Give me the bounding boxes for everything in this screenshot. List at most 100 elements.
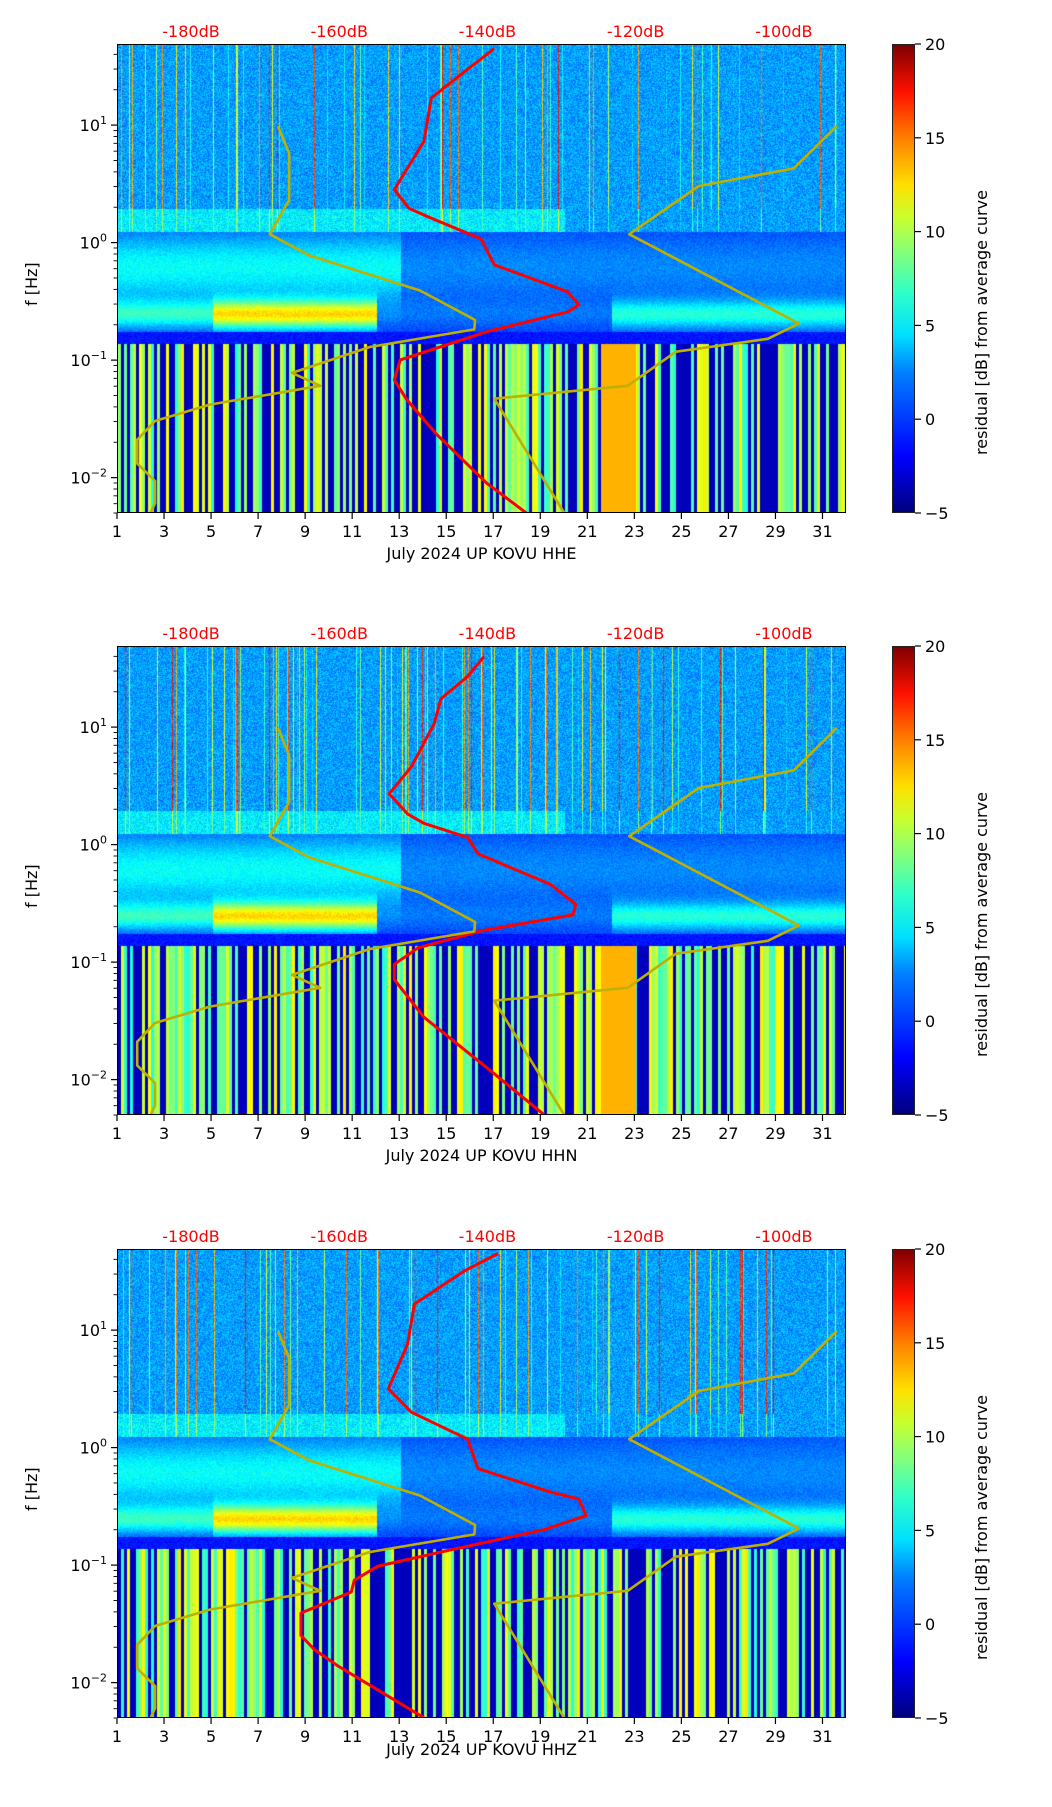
x-tick-label: 21 — [577, 1124, 597, 1143]
colorbar-tick-label: 20 — [925, 1240, 945, 1259]
x-axis-label: July 2024 UP KOVU HHE — [386, 544, 577, 563]
x-tick-label: 29 — [765, 522, 785, 541]
y-axis-label: f [Hz] — [22, 262, 41, 306]
colorbar-tick-label: 5 — [925, 918, 935, 937]
y-tick-label: 10−2 — [70, 467, 107, 488]
x-tick-label: 9 — [300, 1124, 310, 1143]
series-line-nlnm — [135, 727, 477, 1114]
x-tick-label: 11 — [342, 522, 362, 541]
x-tick-label: 31 — [812, 522, 832, 541]
x-tick-label: 23 — [624, 1124, 644, 1143]
colorbar-tick-label: 5 — [925, 316, 935, 335]
x-tick-label: 13 — [389, 1124, 409, 1143]
curves-hhz — [135, 1252, 838, 1717]
x-tick-label: 3 — [159, 522, 169, 541]
y-tick-label: 101 — [80, 114, 107, 135]
colorbar-label: residual [dB] from average curve — [972, 792, 991, 1057]
x-tick-label: 31 — [812, 1727, 832, 1746]
x-tick-label: 11 — [342, 1124, 362, 1143]
colorbar — [892, 1249, 915, 1718]
db-tick-label: -160dB — [310, 624, 367, 643]
x-tick-label: 29 — [765, 1124, 785, 1143]
colorbar-tick-label: 10 — [925, 1428, 945, 1447]
db-tick-label: -160dB — [310, 22, 367, 41]
spectrogram-image — [118, 1250, 845, 1717]
curves-hhn — [135, 655, 838, 1114]
series-line-nhnm — [492, 727, 838, 1114]
db-tick-label: -120dB — [607, 22, 664, 41]
curves-hhe — [135, 47, 838, 512]
axes-hhn: 1 3 5 7 9 11 13 15 17 19 21 23 25 27 29 3110110010−110−… — [70, 624, 949, 1143]
panel-hhn: 1 3 5 7 9 11 13 15 17 19 21 23 25 27 29 31 101 100 10−1 10−… — [0, 602, 1052, 1204]
db-tick-label: -180dB — [162, 1227, 219, 1246]
colorbar-tick-label: 0 — [925, 410, 935, 429]
y-tick-label: 10−1 — [70, 951, 107, 972]
x-tick-label: 19 — [530, 522, 550, 541]
x-tick-label: 13 — [389, 522, 409, 541]
x-tick-label: 23 — [624, 1727, 644, 1746]
colorbar — [892, 44, 915, 513]
colorbar-tick-label: −5 — [925, 1106, 949, 1125]
x-tick-label: 1 — [112, 522, 122, 541]
x-axis-label: July 2024 UP KOVU HHZ — [386, 1740, 577, 1759]
panel-hhz: 1 3 5 7 9 11 13 15 17 19 21 23 25 27 29 31 101 100 10−1 10−… — [0, 1205, 1052, 1807]
y-axis-label: f [Hz] — [22, 864, 41, 908]
x-tick-label: 17 — [483, 1727, 503, 1746]
y-tick-label: 100 — [80, 834, 107, 855]
x-tick-label: 19 — [530, 1124, 550, 1143]
series-line-nhnm — [492, 125, 838, 512]
x-tick-label: 13 — [389, 1727, 409, 1746]
x-tick-label: 17 — [483, 1124, 503, 1143]
spectrogram-hhe — [117, 44, 846, 513]
db-tick-label: -120dB — [607, 1227, 664, 1246]
x-tick-label: 7 — [253, 1727, 263, 1746]
series-line-nlnm — [135, 1330, 477, 1717]
x-tick-label: 9 — [300, 1727, 310, 1746]
x-tick-label: 1 — [112, 1124, 122, 1143]
y-tick-label: 10−2 — [70, 1672, 107, 1693]
x-tick-label: 29 — [765, 1727, 785, 1746]
series-line-psd-average — [299, 1252, 588, 1717]
x-tick-label: 7 — [253, 1124, 263, 1143]
x-tick-label: 7 — [253, 522, 263, 541]
series-line-psd-average — [387, 655, 578, 1114]
colorbar-tick-label: 20 — [925, 637, 945, 656]
x-tick-label: 3 — [159, 1727, 169, 1746]
axes-hhe: 1 3 5 7 9 11 13 15 17 19 21 23 25 27 29 3110110010−110−… — [70, 22, 949, 541]
x-tick-label: 23 — [624, 522, 644, 541]
panel-hhe: 1 3 5 7 9 11 13 15 17 19 21 23 25 27 29 31 101 100 10−1 10−… — [0, 0, 1052, 602]
colorbar-tick-label: 10 — [925, 223, 945, 242]
x-tick-label: 21 — [577, 1727, 597, 1746]
colorbar-tick-label: 5 — [925, 1521, 935, 1540]
colorbar-tick-label: 10 — [925, 825, 945, 844]
series-line-psd-average — [392, 47, 581, 512]
colorbar-tick-label: 15 — [925, 1334, 945, 1353]
x-tick-label: 15 — [436, 522, 456, 541]
x-tick-label: 5 — [206, 1727, 216, 1746]
x-tick-label: 15 — [436, 1124, 456, 1143]
colorbar-tick-label: −5 — [925, 504, 949, 523]
db-tick-label: -180dB — [162, 624, 219, 643]
y-tick-label: 101 — [80, 716, 107, 737]
x-tick-label: 1 — [112, 1727, 122, 1746]
db-tick-label: -120dB — [607, 624, 664, 643]
colorbar-label: residual [dB] from average curve — [972, 190, 991, 455]
x-tick-label: 3 — [159, 1124, 169, 1143]
y-tick-label: 10−1 — [70, 349, 107, 370]
x-tick-label: 21 — [577, 522, 597, 541]
x-tick-label: 5 — [206, 522, 216, 541]
db-tick-label: -100dB — [755, 22, 812, 41]
y-tick-label: 100 — [80, 1437, 107, 1458]
x-tick-label: 5 — [206, 1124, 216, 1143]
colorbar — [892, 646, 915, 1115]
colorbar-tick-label: 0 — [925, 1012, 935, 1031]
spectrogram-image — [118, 45, 845, 512]
x-tick-label: 25 — [671, 1727, 691, 1746]
colorbar-tick-label: 0 — [925, 1615, 935, 1634]
x-tick-label: 27 — [718, 1727, 738, 1746]
x-tick-label: 17 — [483, 522, 503, 541]
y-tick-label: 100 — [80, 232, 107, 253]
axes-hhz: 1 3 5 7 9 11 13 15 17 19 21 23 25 27 29 3110110010−110−… — [70, 1227, 948, 1746]
series-line-nhnm — [492, 1330, 838, 1717]
colorbar-tick-label: 15 — [925, 129, 945, 148]
